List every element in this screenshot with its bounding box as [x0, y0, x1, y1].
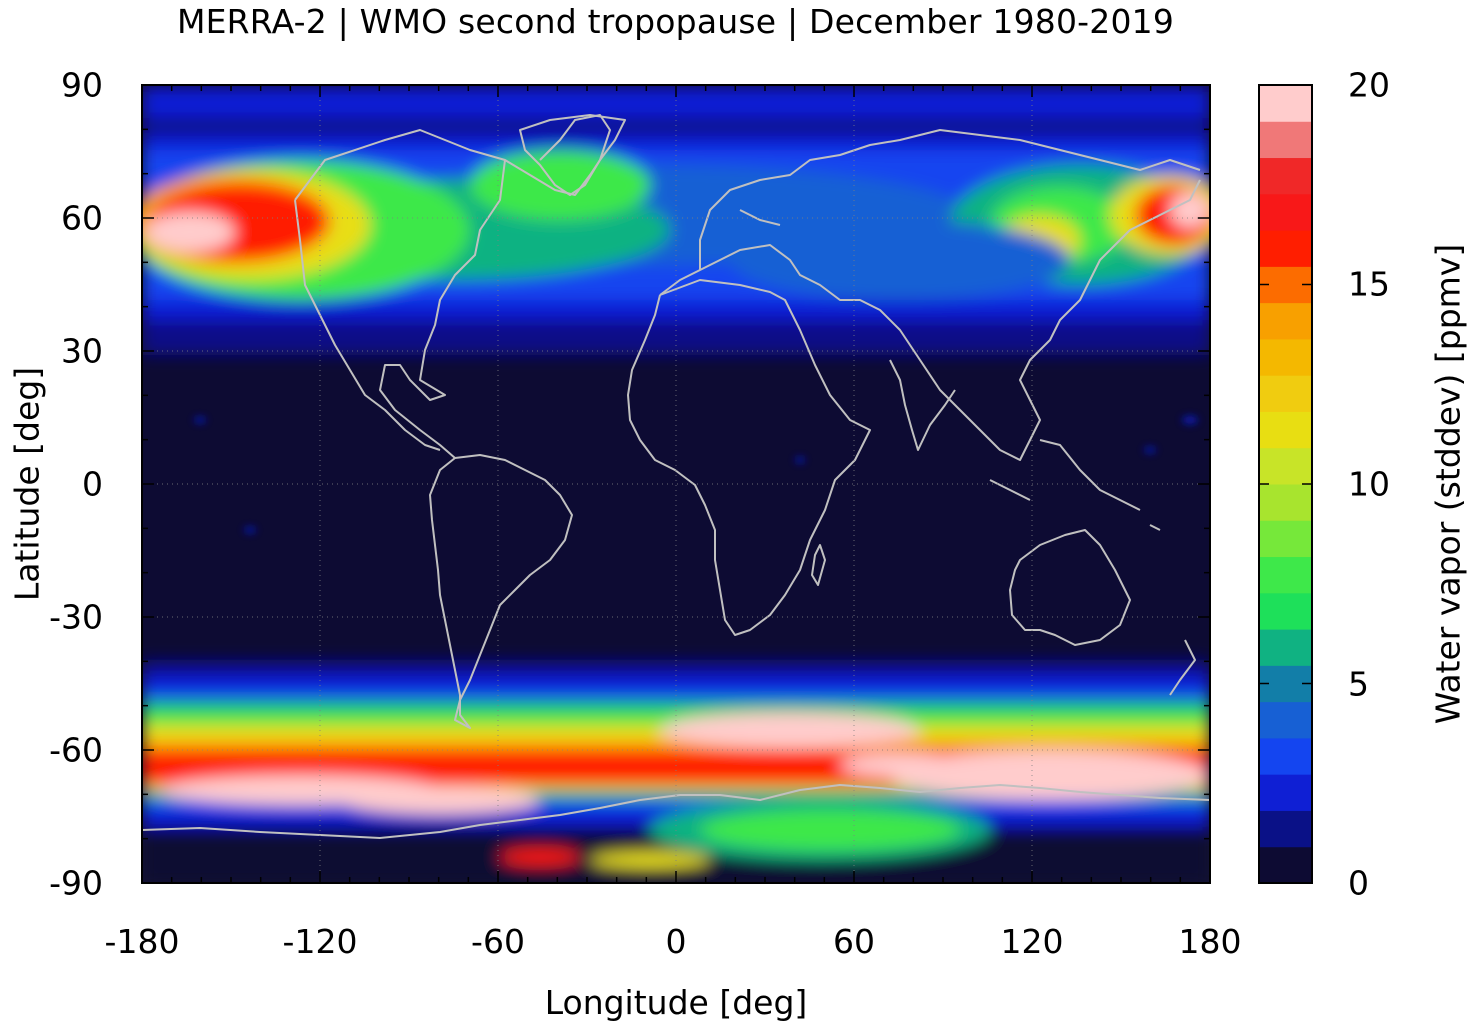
coast-australia — [1009, 529, 1131, 646]
x-tick-label: 0 — [665, 922, 687, 961]
x-tick-label: 180 — [1178, 922, 1242, 961]
colorbar-level — [1259, 774, 1312, 811]
x-tick-label: -60 — [471, 922, 525, 961]
x-tick-label: -120 — [282, 922, 358, 961]
colorbar-level — [1259, 520, 1312, 558]
colorbar-ticks — [1259, 84, 1312, 884]
colorbar-level — [1259, 302, 1312, 340]
y-tick-label: 60 — [61, 198, 103, 238]
colorbar-tick-label: 20 — [1348, 65, 1390, 105]
colorbar-level — [1259, 230, 1312, 267]
colorbar-level — [1259, 447, 1312, 485]
coast-india — [889, 359, 956, 451]
plot-title: MERRA-2 | WMO second tropopause | Decemb… — [176, 2, 1175, 41]
coast-madagascar — [811, 544, 826, 586]
coast-antarctica — [142, 784, 1210, 839]
colorbar-tick-label: 0 — [1348, 863, 1369, 903]
y-axis-ticks — [142, 84, 1210, 884]
colorbar-level — [1259, 85, 1312, 122]
colorbar-level — [1259, 810, 1312, 848]
colorbar-level — [1259, 121, 1312, 159]
coast-greenland — [519, 114, 626, 196]
colorbar-level — [1259, 157, 1312, 195]
colorbar-level — [1259, 846, 1312, 884]
colorbar-tick-label: 10 — [1348, 464, 1390, 504]
colorbar-level — [1259, 411, 1312, 449]
y-tick-label: 90 — [61, 65, 103, 105]
y-tick-label: 30 — [61, 331, 103, 371]
colorbar-level — [1259, 375, 1312, 412]
colorbar — [1259, 85, 1312, 884]
coast-south-america — [429, 454, 573, 729]
y-tick-label: 0 — [82, 464, 103, 504]
colorbar-tick-label: 15 — [1348, 264, 1390, 304]
colorbar-tick-label: 5 — [1348, 664, 1369, 704]
y-tick-label: -90 — [49, 863, 103, 903]
coast-africa — [627, 279, 871, 636]
colorbar-level — [1259, 737, 1312, 775]
x-tick-label: 60 — [833, 922, 875, 961]
x-tick-label: -180 — [104, 922, 180, 961]
y-tick-label: -60 — [49, 730, 103, 770]
y-tick-label: -30 — [49, 597, 103, 637]
coast-eurasia — [659, 129, 1201, 461]
colorbar-level — [1259, 556, 1312, 594]
coastlines — [142, 114, 1210, 839]
y-axis-label: Latitude [deg] — [7, 366, 47, 602]
colorbar-level — [1259, 338, 1312, 376]
colorbar-level — [1259, 484, 1312, 521]
gridlines — [142, 85, 1210, 883]
x-tick-label: 120 — [1000, 922, 1064, 961]
colorbar-label: Water vapor (stddev) [ppmv] — [1428, 243, 1468, 725]
tropical-patches — [194, 416, 1198, 533]
x-axis-label: Longitude [deg] — [544, 983, 808, 1022]
colorbar-level — [1259, 701, 1312, 739]
colorbar-level — [1259, 193, 1312, 231]
x-axis-ticks — [141, 85, 1211, 883]
colorbar-level — [1259, 592, 1312, 630]
south-variability-band — [142, 660, 1210, 883]
colorbar-level — [1259, 629, 1312, 666]
coast-new-zealand — [1169, 639, 1196, 696]
coast-islands — [989, 439, 1161, 531]
